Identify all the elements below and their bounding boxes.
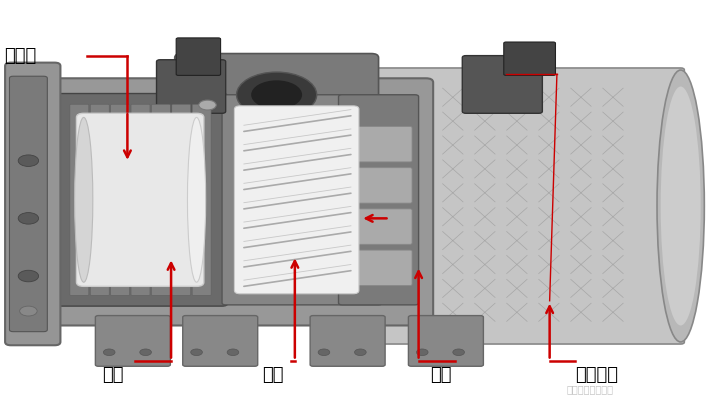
FancyBboxPatch shape bbox=[176, 38, 221, 75]
Circle shape bbox=[318, 349, 330, 356]
FancyBboxPatch shape bbox=[192, 104, 211, 295]
Text: 油分桶身: 油分桶身 bbox=[575, 366, 619, 384]
FancyBboxPatch shape bbox=[360, 68, 684, 344]
FancyBboxPatch shape bbox=[5, 63, 60, 345]
Circle shape bbox=[20, 306, 37, 316]
FancyBboxPatch shape bbox=[90, 104, 109, 295]
Circle shape bbox=[18, 155, 39, 166]
Ellipse shape bbox=[188, 117, 205, 282]
Circle shape bbox=[18, 213, 39, 224]
Circle shape bbox=[140, 349, 151, 356]
Text: 接线盒: 接线盒 bbox=[4, 47, 36, 65]
Circle shape bbox=[199, 100, 216, 110]
FancyBboxPatch shape bbox=[222, 95, 382, 305]
FancyBboxPatch shape bbox=[70, 104, 89, 295]
FancyBboxPatch shape bbox=[9, 76, 47, 332]
FancyBboxPatch shape bbox=[344, 209, 412, 244]
FancyBboxPatch shape bbox=[157, 60, 226, 113]
Text: 转子: 转子 bbox=[262, 366, 284, 384]
Ellipse shape bbox=[661, 87, 700, 325]
FancyBboxPatch shape bbox=[95, 316, 170, 366]
FancyBboxPatch shape bbox=[40, 78, 433, 325]
Circle shape bbox=[103, 349, 115, 356]
FancyBboxPatch shape bbox=[56, 94, 228, 306]
FancyBboxPatch shape bbox=[344, 126, 412, 162]
FancyBboxPatch shape bbox=[151, 104, 170, 295]
Circle shape bbox=[237, 72, 317, 117]
Text: 轴承: 轴承 bbox=[430, 366, 451, 384]
Ellipse shape bbox=[657, 70, 704, 342]
FancyBboxPatch shape bbox=[462, 56, 542, 113]
FancyBboxPatch shape bbox=[344, 168, 412, 203]
Text: 油分桶身制冷百科: 油分桶身制冷百科 bbox=[566, 384, 613, 394]
Circle shape bbox=[355, 349, 366, 356]
FancyBboxPatch shape bbox=[175, 54, 379, 136]
FancyBboxPatch shape bbox=[183, 316, 258, 366]
FancyBboxPatch shape bbox=[111, 104, 130, 295]
Circle shape bbox=[251, 80, 302, 109]
FancyBboxPatch shape bbox=[76, 113, 204, 286]
Circle shape bbox=[453, 349, 464, 356]
Circle shape bbox=[416, 349, 428, 356]
FancyBboxPatch shape bbox=[344, 250, 412, 286]
Ellipse shape bbox=[74, 117, 92, 282]
Text: 电机: 电机 bbox=[102, 366, 124, 384]
FancyBboxPatch shape bbox=[504, 42, 555, 75]
Circle shape bbox=[227, 349, 239, 356]
FancyBboxPatch shape bbox=[234, 106, 359, 294]
Circle shape bbox=[191, 349, 202, 356]
FancyBboxPatch shape bbox=[408, 316, 483, 366]
FancyBboxPatch shape bbox=[339, 95, 419, 305]
Circle shape bbox=[18, 270, 39, 282]
FancyBboxPatch shape bbox=[310, 316, 385, 366]
FancyBboxPatch shape bbox=[131, 104, 150, 295]
FancyBboxPatch shape bbox=[172, 104, 191, 295]
